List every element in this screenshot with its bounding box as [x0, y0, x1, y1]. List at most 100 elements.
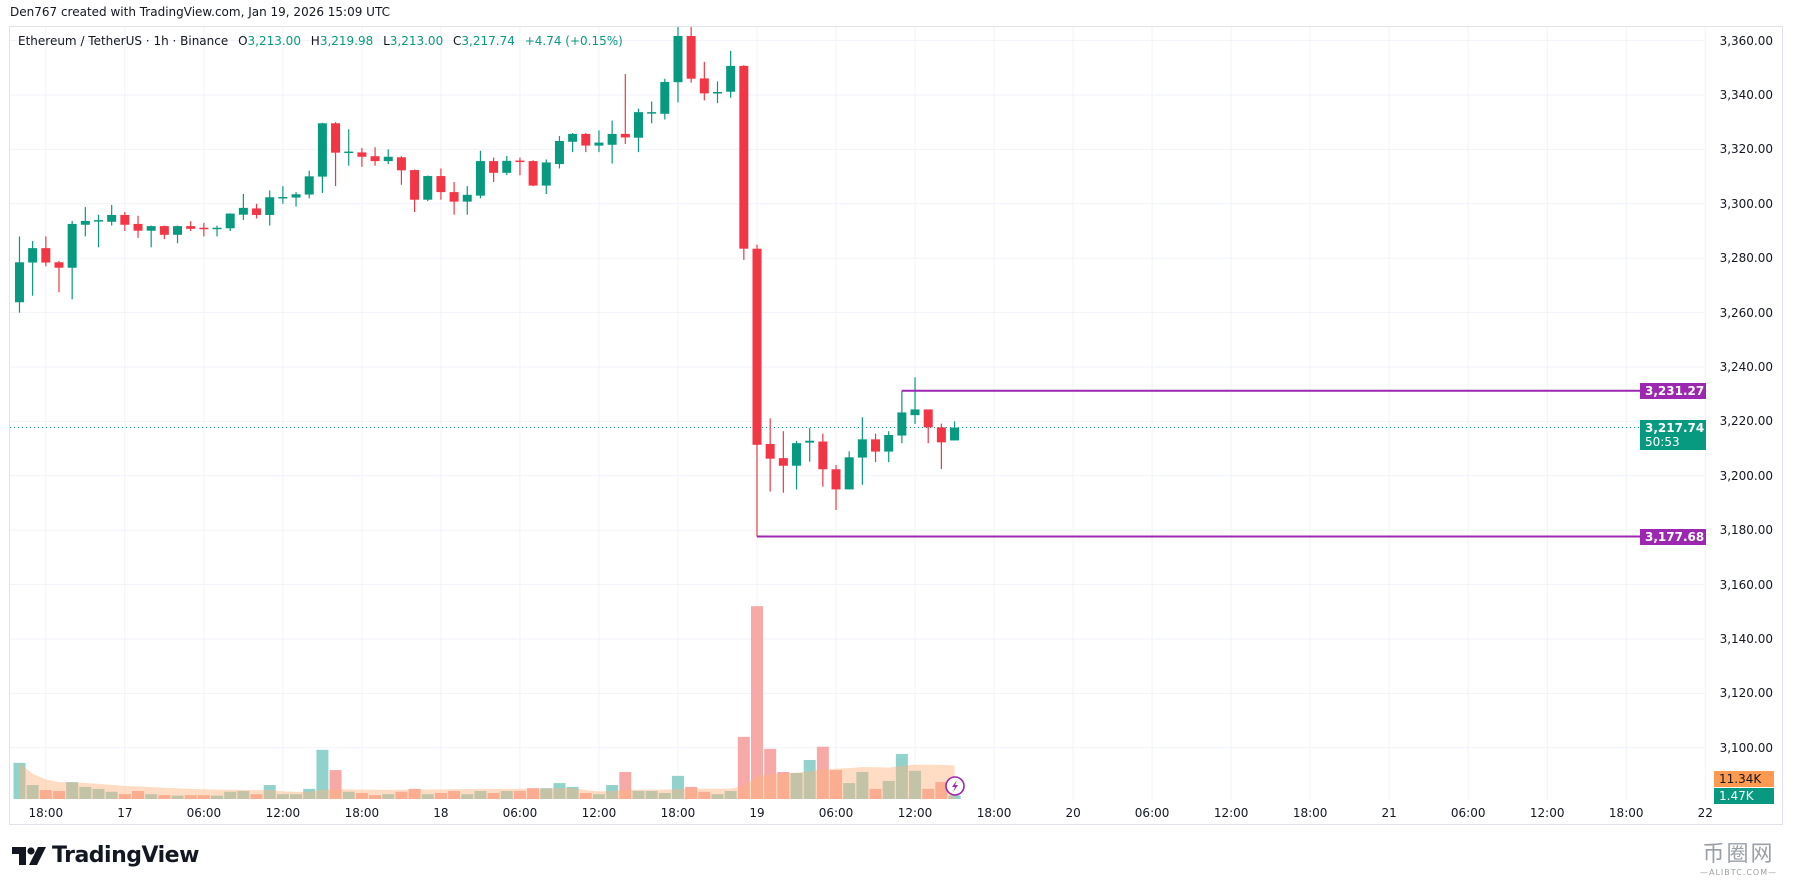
volume-bar	[619, 772, 632, 799]
volume-bar	[342, 791, 355, 799]
time-axis-label: 22	[1697, 806, 1713, 820]
volume-bar	[830, 770, 843, 799]
candle-down	[818, 441, 828, 470]
volume-bar	[566, 786, 579, 799]
time-axis-label: 18:00	[28, 806, 64, 820]
time-axis-label: 12:00	[265, 806, 301, 820]
candle-up	[212, 227, 222, 230]
bar-countdown: 50:53	[1645, 434, 1680, 449]
candle-up	[673, 35, 683, 83]
time-axis-label: 12:00	[1529, 806, 1565, 820]
price-axis-label: 3,360.00	[1719, 33, 1773, 48]
candle-down	[396, 157, 406, 171]
candle-up	[647, 112, 657, 114]
candle-down	[515, 160, 525, 163]
price-axis-label: 3,100.00	[1719, 740, 1773, 755]
price-axis-label: 3,180.00	[1719, 523, 1773, 538]
volume-bar	[382, 794, 395, 799]
time-axis-label: 18	[433, 806, 449, 820]
candle-up	[225, 213, 235, 229]
candle-up	[568, 133, 578, 142]
volume-bar	[13, 762, 26, 799]
candle-up	[633, 112, 643, 138]
candle-up	[502, 160, 512, 173]
volume-bar	[658, 792, 671, 799]
candle-up	[792, 443, 802, 466]
tradingview-logo[interactable]: TradingView	[12, 843, 199, 868]
volume-bar	[290, 794, 303, 799]
volume-bar	[843, 783, 856, 799]
price-axis-label: 3,340.00	[1719, 88, 1773, 102]
candle-up	[28, 248, 38, 263]
tradingview-logo-icon	[12, 846, 46, 865]
candle-up	[304, 176, 314, 195]
candle-down	[528, 161, 538, 186]
candle-up	[712, 92, 722, 94]
chart-panel[interactable]	[9, 26, 1783, 825]
price-axis-label: 3,260.00	[1719, 305, 1773, 320]
volume-bar	[105, 791, 118, 799]
candle-up	[423, 176, 433, 200]
volume-bar	[132, 791, 145, 799]
candle-up	[805, 440, 815, 443]
volume-bar	[434, 792, 447, 799]
candle-down	[410, 170, 420, 200]
volume-bar	[224, 791, 237, 799]
volume-bar	[540, 788, 553, 799]
symbol-name[interactable]: Ethereum / TetherUS · 1h · Binance	[18, 34, 229, 48]
lightning-icon[interactable]	[945, 776, 965, 796]
volume-bar	[408, 788, 421, 799]
support-price-badge: 3,177.68	[1640, 528, 1706, 545]
time-axis-label: 06:00	[186, 806, 222, 820]
candle-up	[278, 197, 288, 199]
time-axis-label: 06:00	[502, 806, 538, 820]
volume-bar	[197, 795, 210, 799]
volume-bar	[303, 788, 316, 799]
volume-bar	[751, 606, 763, 799]
candle-down	[489, 161, 499, 173]
volume-bar	[39, 790, 52, 799]
candle-down	[620, 133, 630, 138]
price-axis-label: 3,200.00	[1719, 468, 1773, 483]
volume-bar	[909, 770, 922, 799]
volume-bar	[461, 794, 474, 799]
candle-up	[884, 435, 894, 452]
candle-down	[41, 248, 51, 263]
volume-ma-area	[19, 762, 955, 799]
candle-down	[923, 409, 933, 428]
volume-bar	[145, 794, 158, 799]
candle-up	[238, 207, 248, 215]
time-axis-label: 12:00	[897, 806, 933, 820]
candle-down	[133, 223, 143, 231]
price-axis-label: 3,220.00	[1719, 414, 1773, 429]
time-axis-label: 18:00	[976, 806, 1012, 820]
time-axis-label: 12:00	[581, 806, 617, 820]
volume-bar	[316, 749, 329, 799]
candle-down	[186, 226, 196, 229]
volume-bar	[395, 791, 408, 799]
time-axis-label: 18:00	[344, 806, 380, 820]
price-axis-label: 3,320.00	[1719, 142, 1773, 157]
volume-bar	[856, 772, 869, 799]
volume-bar	[579, 792, 592, 799]
volume-bar	[158, 795, 171, 799]
candle-up	[67, 223, 77, 268]
volume-bar	[355, 792, 368, 799]
volume-bar	[671, 775, 684, 799]
change-value: +4.74 (+0.15%)	[524, 34, 623, 48]
volume-bar	[645, 791, 658, 799]
candle-up	[950, 427, 960, 441]
candle-up	[554, 140, 564, 165]
volume-bar	[592, 794, 605, 799]
candle-down	[54, 262, 64, 268]
volume-bar	[487, 792, 500, 799]
candle-down	[699, 78, 709, 94]
watermark: 币圈网 —ALIBTC.COM—	[1700, 842, 1777, 878]
candle-up	[344, 151, 354, 154]
watermark-en: —ALIBTC.COM—	[1700, 868, 1778, 877]
volume-bar	[698, 791, 711, 799]
price-axis-label: 3,160.00	[1719, 577, 1773, 592]
volume-bar	[764, 748, 777, 799]
candle-up	[897, 412, 907, 436]
